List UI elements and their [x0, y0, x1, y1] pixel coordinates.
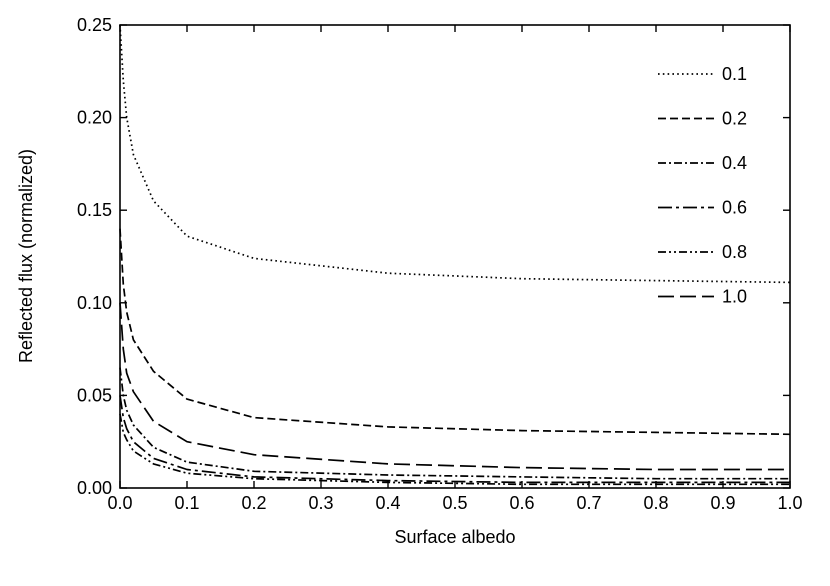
y-tick-label: 0.00 — [77, 478, 112, 498]
legend-label: 0.8 — [722, 242, 747, 262]
x-tick-label: 0.1 — [174, 493, 199, 513]
series-line-0-8 — [119, 413, 790, 486]
x-tick-label: 0.4 — [375, 493, 400, 513]
y-tick-label: 0.20 — [77, 108, 112, 128]
x-axis-ticks: 0.0 0.1 0.2 0.3 0.4 0.5 0.6 0.7 0.8 0.9 1.0 — [107, 25, 803, 513]
x-tick-label: 0.0 — [107, 493, 132, 513]
y-axis-title: Reflected flux (normalized) — [16, 149, 36, 363]
y-tick-label: 0.05 — [77, 385, 112, 405]
y-axis-ticks: 0.00 0.05 0.10 0.15 0.20 0.25 — [77, 15, 790, 498]
series-line-1-0 — [119, 302, 790, 471]
plot-frame — [119, 24, 791, 489]
x-tick-label: 0.3 — [308, 493, 333, 513]
x-tick-label: 0.6 — [509, 493, 534, 513]
legend-label: 0.2 — [722, 109, 747, 129]
x-tick-label: 1.0 — [777, 493, 802, 513]
y-tick-label: 0.15 — [77, 200, 112, 220]
legend-label: 0.1 — [722, 64, 747, 84]
series-line-0-4 — [119, 367, 790, 480]
x-tick-label: 0.5 — [442, 493, 467, 513]
series-line-0-6 — [119, 395, 790, 484]
legend-label: 0.4 — [722, 153, 747, 173]
y-tick-label: 0.10 — [77, 293, 112, 313]
series-line-0-2 — [119, 228, 791, 436]
legend: 0.1 0.2 0.4 0.6 0.8 1.0 — [658, 64, 747, 307]
y-tick-label: 0.25 — [77, 15, 112, 35]
x-tick-label: 0.8 — [643, 493, 668, 513]
series-line-0-1 — [119, 24, 791, 284]
legend-label: 0.6 — [722, 198, 747, 218]
legend-label: 1.0 — [722, 287, 747, 307]
x-tick-label: 0.9 — [710, 493, 735, 513]
x-tick-label: 0.2 — [241, 493, 266, 513]
x-axis-title: Surface albedo — [394, 527, 515, 547]
plot-content — [119, 24, 791, 486]
x-tick-label: 0.7 — [576, 493, 601, 513]
